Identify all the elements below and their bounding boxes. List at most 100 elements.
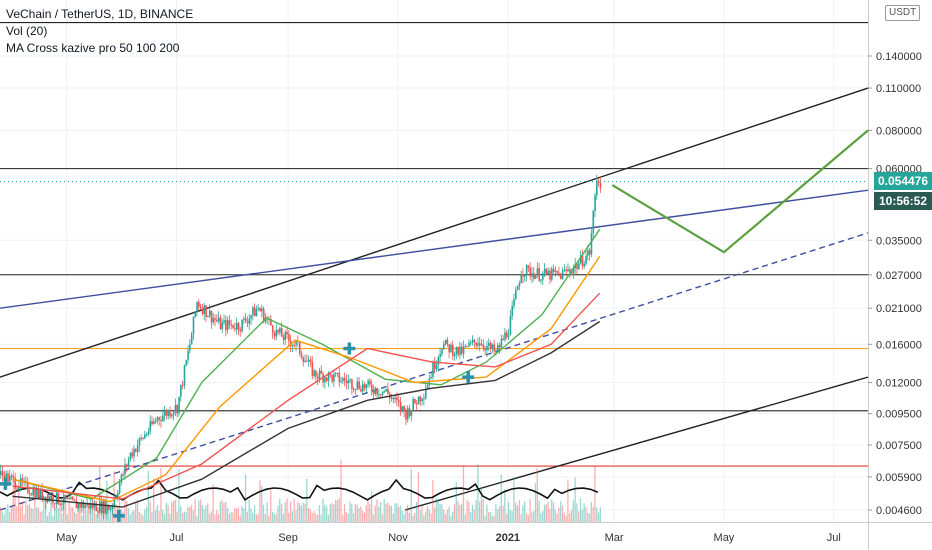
volume-bar (374, 505, 376, 522)
volume-bar (347, 513, 349, 522)
candle-body (205, 305, 207, 317)
candle-body (48, 496, 51, 501)
volume-bar (21, 502, 23, 522)
candle-body (102, 500, 105, 513)
candle-body (477, 343, 479, 346)
volume-bar (352, 513, 355, 522)
candle-body (214, 318, 216, 320)
candle-body (437, 356, 440, 365)
candle-body (81, 502, 83, 508)
volume-bar (284, 502, 286, 522)
volume-bar (25, 500, 27, 522)
volume-bar (293, 498, 295, 522)
candle-body (100, 501, 103, 513)
candle-body (288, 334, 290, 341)
volume-bar (212, 484, 214, 522)
volume-bar (594, 465, 596, 522)
candle-body (113, 498, 116, 506)
volume-bar (194, 498, 196, 522)
candle-body (567, 269, 569, 272)
candle-body (507, 335, 510, 338)
volume-bar (198, 500, 200, 522)
volume-bar (280, 504, 283, 522)
candle-body (349, 379, 351, 381)
volume-bar (136, 499, 139, 522)
volume-bar (453, 504, 456, 522)
volume-bar (153, 478, 155, 522)
candle-body (378, 394, 380, 396)
volume-bar (459, 505, 461, 522)
volume-bar (423, 515, 425, 522)
candle-body (545, 268, 548, 275)
volume-bar (5, 508, 7, 522)
volume-bar (518, 499, 520, 522)
candle-body (75, 500, 78, 509)
y-tick-label: 0.110000 (876, 83, 921, 95)
volume-bar (52, 515, 54, 522)
volume-bar (470, 511, 472, 522)
volume-bar (50, 502, 52, 522)
y-tick-label: 0.016000 (876, 339, 922, 351)
volume-bar (286, 498, 288, 522)
candle-body (88, 503, 90, 509)
volume-bar (448, 506, 450, 522)
candle-body (529, 267, 532, 277)
candle-body (27, 481, 29, 493)
candle-body (43, 496, 45, 500)
candle-body (286, 332, 288, 335)
candle-body (181, 384, 184, 386)
volume-bar (446, 509, 448, 522)
candle-body (226, 320, 229, 331)
volume-bar (570, 510, 573, 522)
x-tick-label: Mar (605, 532, 624, 544)
candle-body (106, 504, 108, 514)
candle-body (525, 265, 528, 276)
volume-bar (318, 505, 321, 522)
volume-bar (57, 507, 59, 522)
candle-body (383, 391, 386, 393)
candle-body (306, 360, 308, 362)
volume-bar (68, 501, 70, 522)
volume-bar (205, 505, 207, 522)
volume-bar (235, 508, 238, 522)
volume-bar (482, 499, 484, 522)
volume-bar (163, 513, 166, 522)
volume-bar (135, 502, 137, 522)
volume-bar (126, 501, 128, 522)
candle-body (538, 268, 541, 281)
volume-bar (304, 503, 306, 522)
volume-bar (232, 512, 234, 522)
volume-bar (72, 507, 74, 522)
volume-bar (369, 504, 371, 522)
y-tick-label: 0.080000 (876, 125, 922, 137)
candle-body (585, 255, 587, 264)
currency-button[interactable]: USDT (885, 5, 921, 21)
candle-body (16, 488, 18, 490)
candle-body (435, 364, 438, 370)
candle-body (392, 397, 395, 400)
candle-body (419, 396, 422, 402)
candle-body (406, 408, 409, 420)
volume-bar (356, 504, 358, 522)
candle-body (379, 394, 382, 396)
candle-body (329, 372, 332, 375)
candle-body (136, 445, 139, 452)
chart-legend: VeChain / TetherUS, 1D, BINANCE Vol (20)… (6, 6, 193, 57)
candle-body (241, 319, 243, 332)
candle-body (410, 410, 413, 416)
volume-bar (428, 509, 430, 522)
candle-body (441, 349, 443, 354)
volume-bar (408, 512, 411, 522)
candle-body (282, 336, 285, 340)
volume-bar (396, 503, 398, 522)
candle-body (462, 346, 465, 354)
volume-bar (45, 502, 47, 522)
volume-bar (327, 514, 330, 522)
candle-body (466, 345, 469, 347)
volume-bar (311, 513, 313, 522)
volume-bar (325, 506, 328, 522)
volume-bar (203, 509, 205, 522)
volume-bar (39, 511, 41, 522)
candle-body (515, 290, 517, 300)
